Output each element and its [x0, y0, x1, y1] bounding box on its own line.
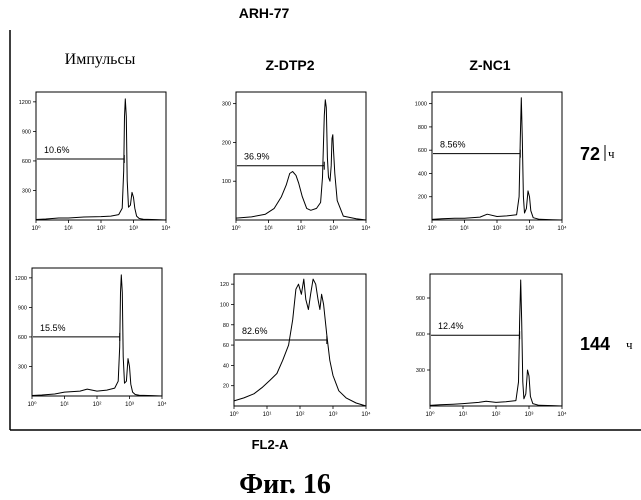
y-tick-label: 1200 — [19, 100, 31, 106]
column-title-2: Z-DTP2 — [266, 57, 315, 73]
x-tick-label: 10⁴ — [361, 225, 371, 232]
histogram-curve — [432, 98, 562, 220]
row-label-144-value: 144 — [580, 334, 610, 354]
y-tick-label: 300 — [416, 368, 425, 374]
y-tick-label: 20 — [223, 384, 229, 390]
x-tick-label: 10⁰ — [229, 411, 239, 418]
x-tick-label: 10² — [296, 412, 305, 418]
y-tick-label: 600 — [18, 335, 27, 341]
y-tick-label: 1200 — [15, 276, 27, 282]
y-tick-label: 60 — [223, 343, 229, 349]
x-tick-label: 10¹ — [60, 402, 69, 408]
y-tick-label: 100 — [222, 179, 231, 185]
x-tick-label: 10⁴ — [157, 401, 167, 408]
histogram-curve — [32, 275, 162, 396]
x-tick-label: 10¹ — [263, 412, 272, 418]
y-tick-label: 200 — [222, 140, 231, 146]
x-axis-label: FL2-A — [252, 437, 289, 452]
gate-percentage-label: 10.6% — [44, 145, 70, 155]
y-tick-label: 900 — [416, 296, 425, 302]
x-tick-label: 10⁰ — [427, 225, 437, 232]
histogram-row1-col1: 300 600 900 1200 10⁰ 10¹ 10² 10³ 10⁴ 10.6% — [19, 92, 171, 232]
figure-title: ARH-77 — [239, 5, 290, 21]
x-tick-label: 10⁴ — [161, 225, 171, 232]
x-tick-label: 10⁰ — [231, 225, 241, 232]
x-tick-label: 10³ — [329, 412, 338, 418]
y-tick-label: 600 — [418, 148, 427, 154]
row-label-72-value: 72 — [580, 144, 600, 164]
gate-percentage-label: 15.5% — [40, 323, 66, 333]
x-tick-label: 10² — [492, 412, 501, 418]
row-label-72-unit: ч — [608, 146, 615, 161]
y-tick-label: 900 — [22, 129, 31, 135]
gate-percentage-label: 8.56% — [440, 140, 466, 150]
x-tick-label: 10³ — [525, 412, 534, 418]
histogram-row1-col2: 100 200 300 10⁰ 10¹ 10² 10³ 10⁴ 36.9% — [222, 92, 371, 232]
figure-caption: Фиг. 16 — [239, 469, 331, 500]
y-tick-label: 800 — [418, 125, 427, 131]
y-tick-label: 80 — [223, 323, 229, 329]
histogram-row1-col3: 200 400 600 800 1000 10⁰ 10¹ 10² 10³ 10⁴ 8.56% — [415, 92, 567, 232]
gate-percentage-label: 36.9% — [244, 152, 270, 162]
gate-percentage-label: 12.4% — [438, 321, 464, 331]
x-tick-label: 10² — [97, 226, 106, 232]
x-tick-label: 10² — [297, 226, 306, 232]
column-title-1: Импульсы — [65, 51, 136, 68]
y-tick-label: 1000 — [415, 102, 427, 108]
x-tick-label: 10² — [493, 226, 502, 232]
y-tick-label: 100 — [220, 302, 229, 308]
x-tick-label: 10³ — [329, 226, 338, 232]
histogram-row2-col2: 20 40 60 80 100 120 10⁰ 10¹ 10² 10³ 10⁴ 82.6% — [220, 274, 371, 418]
plot-frame — [430, 274, 562, 406]
y-tick-label: 120 — [220, 282, 229, 288]
x-tick-label: 10³ — [525, 226, 534, 232]
column-title-3: Z-NC1 — [469, 57, 510, 73]
y-tick-label: 600 — [22, 159, 31, 165]
x-tick-label: 10⁰ — [425, 411, 435, 418]
y-tick-label: 600 — [416, 332, 425, 338]
row-label-72: 72 — [580, 144, 600, 164]
y-tick-label: 300 — [222, 102, 231, 108]
x-tick-label: 10¹ — [64, 226, 73, 232]
y-tick-label: 900 — [18, 305, 27, 311]
histogram-curve — [430, 280, 562, 406]
y-tick-label: 300 — [22, 188, 31, 194]
x-tick-label: 10¹ — [460, 226, 469, 232]
x-tick-label: 10⁰ — [27, 401, 37, 408]
y-tick-label: 200 — [418, 195, 427, 201]
x-tick-label: 10⁴ — [361, 411, 371, 418]
row-label-144: 144 — [580, 334, 610, 354]
x-tick-label: 10¹ — [264, 226, 273, 232]
histogram-panels: 300 600 900 1200 10⁰ 10¹ 10² 10³ 10⁴ 10.6% 100 200 3… — [15, 92, 567, 418]
histogram-row2-col1: 300 600 900 1200 10⁰ 10¹ 10² 10³ 10⁴ 15.5% — [15, 268, 167, 408]
y-tick-label: 400 — [418, 171, 427, 177]
row-label-144-unit: ч — [626, 337, 633, 352]
x-tick-label: 10⁴ — [557, 225, 567, 232]
plot-frame — [432, 92, 562, 220]
plot-frame — [36, 92, 166, 220]
y-tick-label: 300 — [18, 364, 27, 370]
x-tick-label: 10³ — [125, 402, 134, 408]
x-tick-label: 10¹ — [459, 412, 468, 418]
x-tick-label: 10⁰ — [31, 225, 41, 232]
x-tick-label: 10⁴ — [557, 411, 567, 418]
histogram-curve — [234, 279, 366, 406]
gate-percentage-label: 82.6% — [242, 326, 268, 336]
histogram-row2-col3: 300 600 900 10⁰ 10¹ 10² 10³ 10⁴ 12.4% — [416, 274, 567, 418]
x-tick-label: 10² — [93, 402, 102, 408]
y-tick-label: 40 — [223, 363, 229, 369]
x-tick-label: 10³ — [129, 226, 138, 232]
